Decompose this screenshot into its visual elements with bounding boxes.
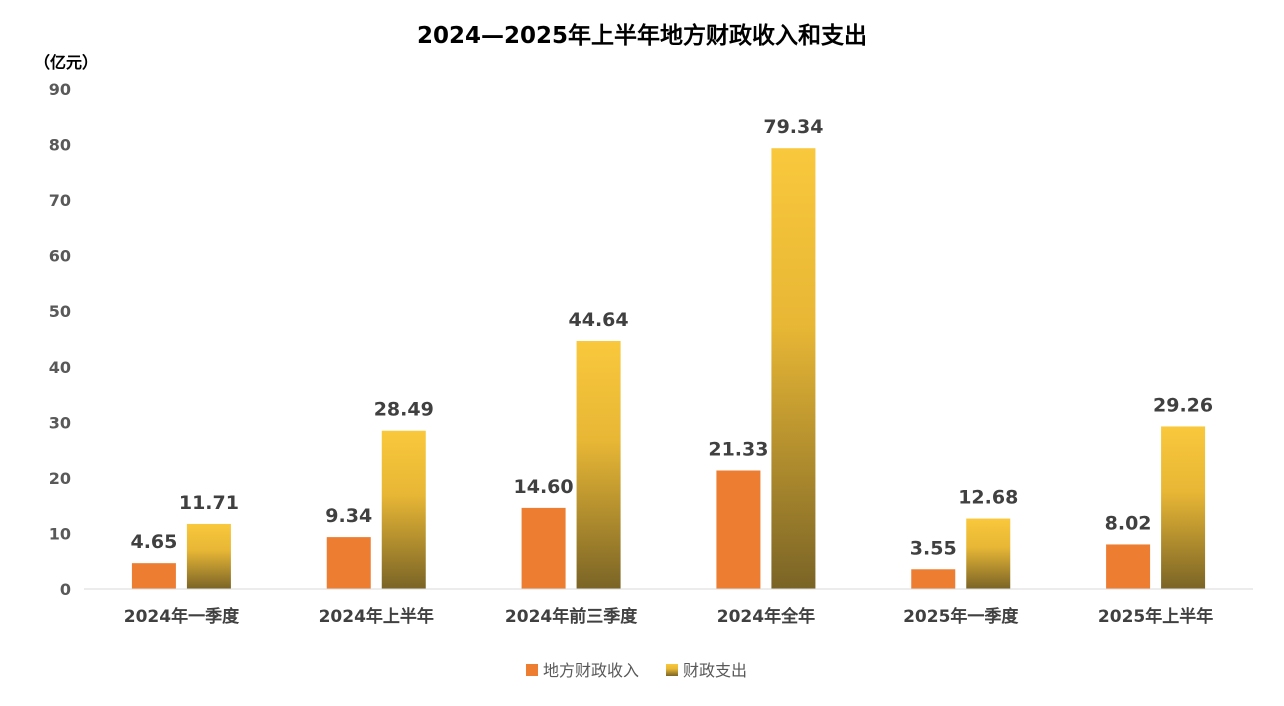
bar-expenditure bbox=[186, 523, 231, 589]
x-tick-label: 2024年前三季度 bbox=[505, 606, 638, 627]
bar-expenditure bbox=[381, 430, 426, 589]
bar-revenue bbox=[911, 569, 956, 589]
bar-revenue bbox=[521, 507, 566, 589]
data-label-revenue: 8.02 bbox=[1105, 512, 1152, 534]
legend-label-expenditure: 财政支出 bbox=[683, 661, 747, 680]
chart-title: 2024—2025年上半年地方财政收入和支出 bbox=[417, 22, 867, 49]
legend-swatch-expenditure bbox=[666, 664, 678, 676]
y-tick-label: 40 bbox=[49, 358, 71, 377]
data-label-revenue: 4.65 bbox=[130, 531, 177, 553]
data-label-expenditure: 29.26 bbox=[1153, 394, 1213, 416]
y-tick-label: 50 bbox=[49, 302, 71, 321]
y-tick-label: 20 bbox=[49, 469, 71, 488]
x-tick-label: 2025年一季度 bbox=[903, 606, 1019, 627]
y-tick-label: 10 bbox=[49, 524, 71, 543]
data-label-expenditure: 79.34 bbox=[763, 116, 823, 138]
data-label-expenditure: 28.49 bbox=[374, 399, 434, 421]
bar-revenue bbox=[131, 563, 176, 589]
legend-label-revenue: 地方财政收入 bbox=[543, 661, 639, 680]
y-tick-label: 70 bbox=[49, 191, 71, 210]
data-label-expenditure: 44.64 bbox=[569, 309, 629, 331]
y-axis-unit-label: （亿元） bbox=[34, 53, 98, 72]
data-label-expenditure: 12.68 bbox=[958, 487, 1018, 509]
bar-expenditure bbox=[576, 341, 621, 589]
y-tick-label: 0 bbox=[60, 580, 71, 599]
legend: 地方财政收入 财政支出 bbox=[526, 661, 747, 680]
bar-expenditure bbox=[771, 148, 816, 589]
x-tick-label: 2025年上半年 bbox=[1098, 606, 1213, 627]
y-tick-label: 60 bbox=[49, 247, 71, 266]
bar-revenue bbox=[1106, 544, 1151, 589]
y-tick-label: 90 bbox=[49, 80, 71, 99]
data-label-revenue: 21.33 bbox=[708, 439, 768, 461]
y-tick-label: 30 bbox=[49, 413, 71, 432]
y-tick-label: 80 bbox=[49, 136, 71, 155]
bar-revenue bbox=[716, 470, 761, 589]
bar-revenue bbox=[326, 537, 371, 589]
legend-swatch-revenue bbox=[526, 664, 538, 676]
data-label-revenue: 3.55 bbox=[910, 537, 957, 559]
data-label-revenue: 9.34 bbox=[325, 505, 372, 527]
x-tick-label: 2024年上半年 bbox=[319, 606, 434, 627]
data-label-expenditure: 11.71 bbox=[179, 492, 239, 514]
bar-expenditure bbox=[966, 518, 1011, 589]
x-tick-label: 2024年全年 bbox=[717, 606, 815, 627]
data-label-revenue: 14.60 bbox=[514, 476, 574, 498]
bar-expenditure bbox=[1161, 426, 1206, 589]
x-tick-label: 2024年一季度 bbox=[124, 606, 240, 627]
